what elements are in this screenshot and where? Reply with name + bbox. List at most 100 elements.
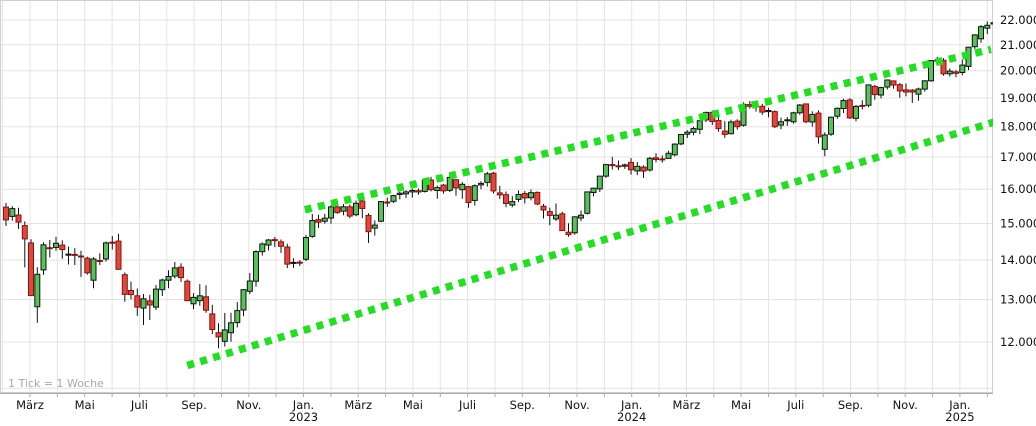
candle-down xyxy=(146,300,153,306)
candle-down xyxy=(346,206,353,217)
candle-up xyxy=(403,191,409,195)
candle-down xyxy=(465,186,472,204)
candle-down xyxy=(78,255,84,258)
candle-up xyxy=(671,143,678,156)
candle-up xyxy=(90,258,97,281)
x-axis xyxy=(0,393,993,397)
candle-down xyxy=(503,194,509,204)
candle-down xyxy=(46,247,53,250)
candle-down xyxy=(940,59,947,75)
candle-up xyxy=(171,267,178,277)
candle-down xyxy=(415,190,422,193)
y-axis-label: 19.000 xyxy=(1000,91,1036,105)
candle-up xyxy=(396,192,403,195)
candle-up xyxy=(921,80,928,90)
candle-up xyxy=(246,280,253,292)
y-axis-label: 14.000 xyxy=(1000,253,1036,267)
x-axis-label: Nov. xyxy=(564,398,589,412)
candle-down xyxy=(490,172,497,192)
candle-down xyxy=(21,225,28,240)
candle-down xyxy=(28,242,34,297)
trendline-upper xyxy=(303,45,992,214)
plot-border xyxy=(0,0,993,393)
candle-down xyxy=(859,104,866,107)
candle-up xyxy=(9,208,16,217)
candle-up xyxy=(40,244,47,271)
candle-down xyxy=(440,184,447,192)
candle-up xyxy=(221,329,228,342)
candle-down xyxy=(521,193,528,199)
candle-up xyxy=(153,288,159,308)
candle-up xyxy=(784,119,791,122)
candle-down xyxy=(953,71,959,74)
candle-up xyxy=(390,195,397,202)
candle-up xyxy=(65,253,72,256)
candle-down xyxy=(896,84,903,92)
x-axis-label: Mai xyxy=(75,398,95,412)
candle-up xyxy=(840,100,847,109)
candle-down xyxy=(384,201,391,204)
candle-up xyxy=(159,279,166,291)
candle-down xyxy=(96,260,103,262)
candle-up xyxy=(140,298,147,309)
candle-up xyxy=(634,165,641,172)
x-axis-label: März xyxy=(673,398,701,412)
y-axis-label: 13.000 xyxy=(1000,293,1036,307)
candle-down xyxy=(628,161,634,171)
x-axis-label: Juli xyxy=(458,398,476,412)
candle-down xyxy=(215,332,222,338)
candle-up xyxy=(665,152,672,159)
trendline-lower xyxy=(186,118,993,370)
candle-down xyxy=(296,261,303,264)
candle-down xyxy=(178,266,184,279)
candle-down xyxy=(84,257,91,274)
candle-up xyxy=(309,220,316,237)
candle-up xyxy=(353,202,359,216)
candle-up xyxy=(578,214,584,219)
candle-down xyxy=(615,165,622,168)
candle-up xyxy=(328,206,334,219)
x-axis-label: Juli xyxy=(786,398,804,412)
candle-up xyxy=(834,107,841,117)
candle-down xyxy=(559,213,566,232)
y-axis-label: 22.000 xyxy=(1000,13,1036,27)
candle-up xyxy=(878,87,884,96)
candle-up xyxy=(696,120,703,130)
candle-down xyxy=(128,290,134,296)
candle-up xyxy=(778,121,784,126)
x-axis-label: Jan. xyxy=(620,398,642,412)
candle-down xyxy=(184,280,191,302)
candle-up xyxy=(253,251,259,282)
candle-up xyxy=(471,185,478,201)
candle-up xyxy=(590,187,597,193)
candle-down xyxy=(803,103,809,123)
candle-up xyxy=(821,134,828,150)
candle-down xyxy=(134,295,141,308)
x-axis-label: Sep. xyxy=(510,398,535,412)
x-axis-label: Sep. xyxy=(181,398,206,412)
x-axis-year-label: 2023 xyxy=(289,410,318,424)
candle-up xyxy=(959,64,966,73)
candle-up xyxy=(553,214,559,220)
candle-down xyxy=(359,200,366,209)
candle-up xyxy=(478,182,484,186)
y-axis-label: 16.000 xyxy=(1000,182,1036,196)
candle-up xyxy=(265,239,272,246)
candle-down xyxy=(653,157,659,161)
candle-down xyxy=(15,214,22,223)
candle-up xyxy=(978,26,984,40)
candle-up xyxy=(303,237,309,260)
candle-up xyxy=(853,105,859,119)
candle-up xyxy=(228,322,234,334)
candle-down xyxy=(715,119,722,130)
candle-down xyxy=(496,192,503,196)
candle-down xyxy=(609,164,616,167)
candle-up xyxy=(409,190,416,193)
candle-down xyxy=(565,231,572,236)
candle-up xyxy=(53,242,59,248)
candle-down xyxy=(871,85,878,96)
candle-up xyxy=(971,34,978,48)
candle-up xyxy=(371,224,378,229)
